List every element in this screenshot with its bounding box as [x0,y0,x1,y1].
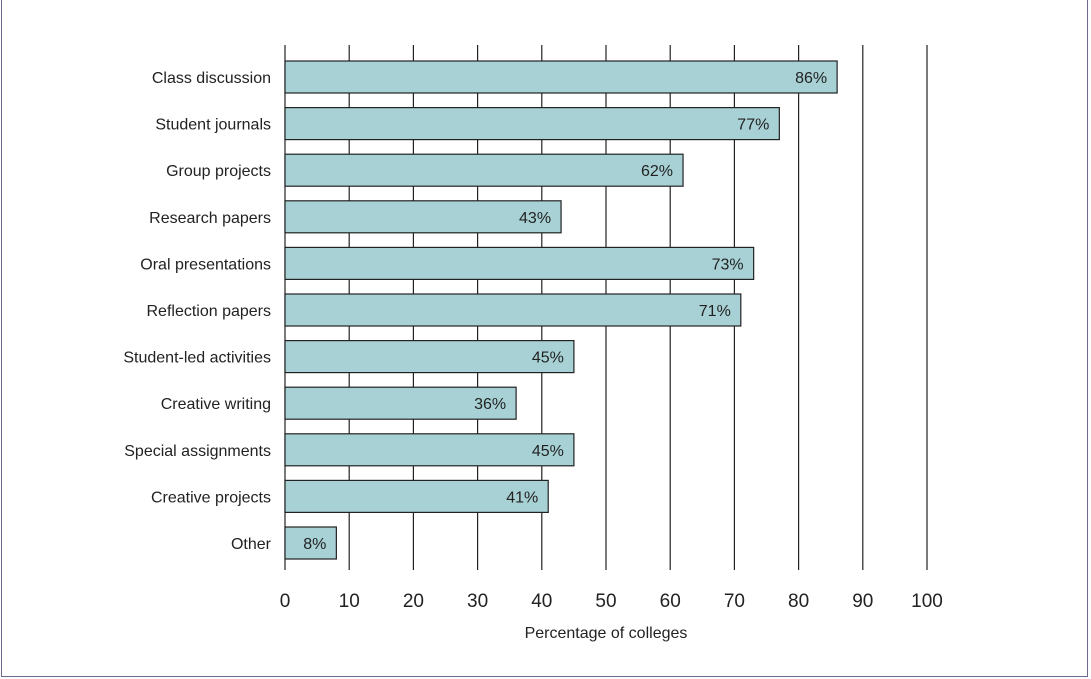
category-label-11: Other [231,536,272,553]
x-tick-40: 40 [531,591,552,612]
data-label-8: 36% [474,396,506,413]
x-tick-70: 70 [724,591,745,612]
category-label-10: Creative projects [151,489,271,506]
category-label-3: Group projects [166,163,271,180]
x-tick-90: 90 [852,591,873,612]
category-label-9: Special assignments [124,443,271,460]
x-tick-60: 60 [660,591,681,612]
data-label-1: 86% [795,70,827,87]
bar-1 [284,60,838,94]
data-label-7: 45% [532,350,564,367]
x-tick-labels: 0 10 20 30 40 50 60 70 80 90 100 [280,591,943,612]
data-label-3: 62% [641,163,673,180]
category-label-7: Student-led activities [123,350,271,367]
x-axis-title: Percentage of colleges [525,625,688,642]
category-label-6: Reflection papers [146,303,271,320]
x-tick-50: 50 [595,591,616,612]
bar-2 [284,106,780,141]
bar-6 [284,293,742,327]
bar-10 [284,479,549,513]
bar-4 [284,200,562,234]
category-labels: Class discussion Student journals Group pr… [123,70,271,553]
bar-11 [284,526,337,560]
x-tick-100: 100 [911,591,943,612]
bar-5 [284,246,755,280]
bar-8 [284,386,517,420]
bar-3 [284,153,684,187]
data-label-9: 45% [532,443,564,460]
x-tick-20: 20 [403,591,424,612]
data-label-6: 71% [699,303,731,320]
x-tick-10: 10 [339,591,360,612]
bars: 86% 77% 62% 43% 73% 71% 45% 36% 45% 41% 8% [284,60,838,560]
x-tick-30: 30 [467,591,488,612]
data-label-5: 73% [712,256,744,273]
x-tick-0: 0 [280,591,291,612]
category-label-2: Student journals [155,117,271,134]
data-label-10: 41% [506,489,538,506]
category-label-4: Research papers [149,210,271,227]
data-label-2: 77% [737,117,769,134]
data-label-11: 8% [303,536,326,553]
x-tick-80: 80 [788,591,809,612]
category-label-5: Oral presentations [140,256,271,273]
category-label-1: Class discussion [152,70,271,87]
bar-7 [284,340,575,374]
category-label-8: Creative writing [161,396,271,413]
bar-9 [284,433,575,467]
data-label-4: 43% [519,210,551,227]
